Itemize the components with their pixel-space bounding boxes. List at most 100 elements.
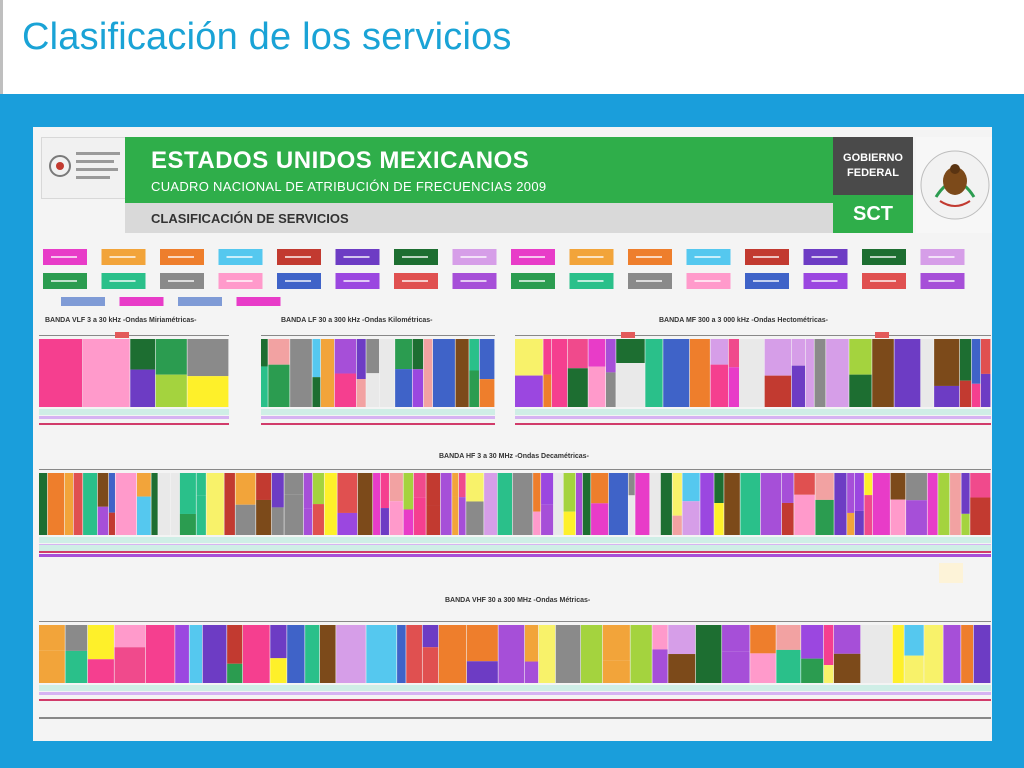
mf-band-segment [805, 339, 814, 407]
hf-footer-3 [39, 554, 991, 557]
lf-band-segment [312, 339, 321, 378]
vlf-band-segment [82, 339, 130, 407]
hf-band-segment [303, 508, 313, 535]
mf-band-segment [894, 339, 921, 407]
vlf-band-segment [130, 339, 156, 370]
hf-band-segment [97, 473, 109, 507]
hf-band-segment [794, 494, 815, 535]
hf-band-segment [224, 473, 235, 535]
vhf-band-segment [695, 625, 722, 683]
hf-band-segment [196, 495, 206, 535]
band-marker [875, 332, 889, 338]
mf-band-segment [739, 339, 765, 407]
mf-band-segment [872, 339, 894, 407]
vlf-band-scale [39, 423, 229, 425]
mf-band-scale [515, 423, 991, 425]
hf-band-segment [815, 473, 834, 500]
section-title: CLASIFICACIÓN DE SERVICIOS [151, 211, 349, 226]
legend-swatch-text [168, 280, 194, 282]
hf-band-segment [324, 473, 337, 535]
mf-band-segment [689, 339, 710, 407]
hf-band-segment [403, 473, 414, 510]
vhf-band-segment [498, 625, 525, 683]
band-title-vhf: BANDA VHF 30 a 300 MHz -Ondas Métricas- [445, 597, 591, 604]
vhf-band-segment [750, 625, 776, 654]
mf-band-segment [959, 380, 972, 407]
hf-band-segment [403, 509, 414, 535]
hf-band-segment [906, 500, 927, 535]
hf-band-segment [73, 473, 83, 535]
mf-band-footer [515, 416, 991, 419]
hf-band-segment [781, 502, 794, 535]
vhf-band-segment [823, 625, 834, 666]
hf-footer-2 [39, 545, 991, 551]
hf-band-segment [563, 473, 576, 512]
vhf-band-segment [202, 625, 227, 683]
legend-swatch-text [694, 280, 721, 282]
mf-band-segment [934, 339, 960, 386]
hf-band-segment [337, 512, 358, 535]
mf-band-segment [959, 339, 972, 381]
legend-swatch-text [753, 256, 779, 258]
lf-band-segment [334, 373, 357, 407]
lf-band-segment [469, 370, 479, 407]
legend-swatch-text [636, 280, 662, 282]
mf-band-segment [710, 364, 729, 407]
hf-band-segment [389, 473, 403, 502]
hf-band-segment [760, 473, 782, 535]
hf-band-segment [47, 473, 65, 535]
hf-band-segment [714, 473, 724, 504]
mf-band-segment [605, 372, 616, 407]
national-seal-icon [920, 150, 990, 220]
mf-band-segment [616, 339, 645, 364]
vhf-band-segment [227, 625, 243, 664]
vhf-band-segment [904, 655, 924, 683]
hf-band-segment [136, 473, 151, 497]
gobierno-federal-block: GOBIERNO FEDERAL SCT [833, 137, 913, 233]
hf-band-segment [312, 473, 324, 505]
hf-band-topline [39, 469, 991, 470]
hf-band-segment [284, 473, 304, 495]
hf-band-segment [541, 504, 554, 535]
hf-band-segment [781, 473, 794, 503]
vhf-band-segment [524, 661, 539, 683]
hf-band-segment [847, 512, 855, 535]
vhf-band-segment [801, 625, 824, 659]
vhf-band-footer [39, 692, 991, 695]
hf-band-segment [357, 473, 373, 535]
cofetel-logo [41, 137, 127, 199]
hf-band-segment [413, 473, 426, 498]
mf-band-segment [515, 339, 543, 376]
hf-band-segment [541, 473, 554, 505]
legend-swatch-text [226, 280, 253, 282]
legend-swatch-text [51, 280, 77, 282]
hf-band-segment [235, 473, 256, 505]
hf-band-segment [389, 501, 403, 535]
hf-band-segment [533, 511, 541, 535]
vhf-band-segment [801, 658, 824, 683]
banner-green: ESTADOS UNIDOS MEXICANOS CUADRO NACIONAL… [125, 137, 833, 203]
vhf-band-segment [652, 625, 668, 650]
mf-band-segment [934, 385, 960, 407]
lf-band-footer [261, 416, 495, 419]
lf-band-segment [334, 339, 357, 374]
hf-band-footer [39, 537, 991, 543]
lf-band-footer [261, 409, 495, 415]
hf-band-segment [864, 495, 873, 535]
hf-band-segment [115, 473, 137, 535]
hf-band-segment [196, 473, 206, 496]
vhf-band-segment [287, 625, 305, 683]
hf-band-segment [413, 497, 426, 535]
vhf-band-segment [189, 625, 203, 683]
legend-swatch-text [402, 256, 428, 258]
vhf-band-segment [602, 625, 630, 661]
legend-swatch-text [285, 280, 311, 282]
vhf-band-segment [87, 625, 114, 660]
mf-band-segment [826, 339, 849, 407]
legend-swatch-text [753, 280, 779, 282]
hf-band-segment [961, 513, 970, 535]
hf-band-segment [872, 473, 890, 535]
service-legend [43, 249, 965, 306]
lf-band-segment [455, 339, 469, 407]
hf-band-segment [108, 512, 115, 535]
